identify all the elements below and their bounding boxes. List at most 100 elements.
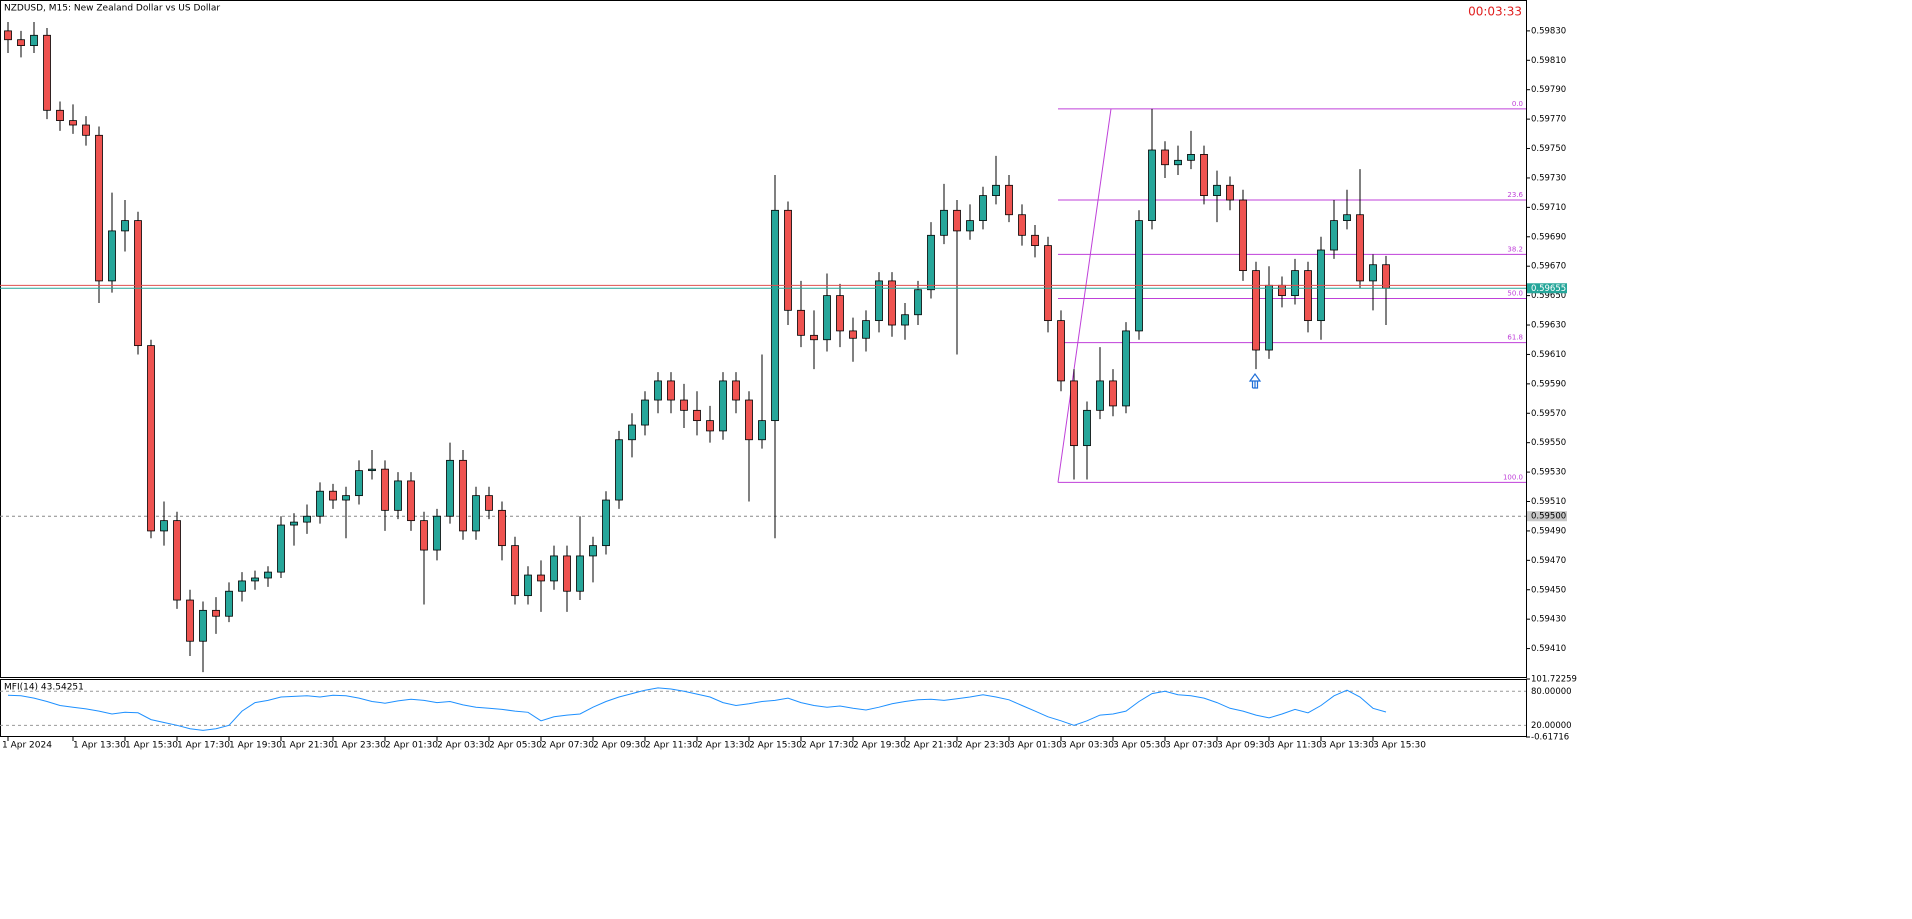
candle-body xyxy=(901,314,909,326)
y-tick-label: 0.59550 xyxy=(1531,438,1566,448)
candle-body xyxy=(1096,380,1104,411)
candle-body xyxy=(316,490,324,517)
x-tick-label: 1 Apr 17:30 xyxy=(177,741,230,751)
candle-body xyxy=(1005,184,1013,216)
candle-body xyxy=(992,184,1000,197)
candle-body xyxy=(1304,270,1312,322)
y-tick-label: 0.59750 xyxy=(1531,144,1566,154)
candle-body xyxy=(654,380,662,401)
candle-body xyxy=(693,409,701,422)
level-label: 0.59500 xyxy=(1531,512,1566,522)
candle-body xyxy=(1356,214,1364,282)
y-tick-label: 0.59530 xyxy=(1531,468,1566,478)
candle-body xyxy=(1226,184,1234,201)
x-tick-label: 2 Apr 03:30 xyxy=(437,741,490,751)
candle-body xyxy=(212,609,220,617)
chart-title: NZDUSD, M15: New Zealand Dollar vs US Do… xyxy=(4,4,220,14)
fib-label: 50.0 xyxy=(1507,290,1523,298)
candle-body xyxy=(615,439,623,501)
x-tick-label: 2 Apr 23:30 xyxy=(957,741,1010,751)
candle-body xyxy=(173,520,181,601)
y-tick-label: 0.59510 xyxy=(1531,497,1566,507)
x-tick-label: 3 Apr 07:30 xyxy=(1165,741,1218,751)
candle-body xyxy=(706,420,714,432)
candle-body xyxy=(238,580,246,592)
candle-body xyxy=(225,590,233,617)
candle-body xyxy=(446,459,454,517)
candle-body xyxy=(1018,214,1026,236)
candle-body xyxy=(290,521,298,526)
candle-body xyxy=(875,280,883,322)
candle-body xyxy=(1187,154,1195,161)
candle-body xyxy=(888,280,896,326)
candle-body xyxy=(147,345,155,532)
y-tick-label: 0.59450 xyxy=(1531,585,1566,595)
candle-body xyxy=(264,571,272,579)
candle-body xyxy=(511,545,519,597)
candle-body xyxy=(1174,159,1182,166)
x-tick-label: 2 Apr 21:30 xyxy=(905,741,958,751)
candle-body xyxy=(1148,149,1156,222)
x-tick-label: 1 Apr 13:30 xyxy=(73,741,126,751)
x-tick-label: 3 Apr 01:30 xyxy=(1009,741,1062,751)
candle-body xyxy=(121,220,129,232)
candle-body xyxy=(43,34,51,111)
bar-timer: 00:03:33 xyxy=(1468,5,1522,19)
candle-body xyxy=(303,515,311,523)
x-tick-label: 1 Apr 19:30 xyxy=(229,741,282,751)
candle-body xyxy=(602,499,610,547)
x-tick-label: 2 Apr 19:30 xyxy=(853,741,906,751)
y-tick-label: 0.59490 xyxy=(1531,526,1566,536)
candle-body xyxy=(1239,199,1247,272)
candle-body xyxy=(1265,284,1273,351)
y-tick-label: 0.59770 xyxy=(1531,115,1566,125)
y-tick-label: 0.59710 xyxy=(1531,203,1566,213)
candle-body xyxy=(1135,220,1143,332)
indicator-tick-label: 20.00000 xyxy=(1531,721,1572,731)
candle-body xyxy=(836,295,844,332)
y-tick-label: 0.59570 xyxy=(1531,409,1566,419)
candle-body xyxy=(95,134,103,282)
level-tag xyxy=(1527,511,1567,522)
candle-body xyxy=(862,320,870,339)
candle-body xyxy=(433,515,441,551)
y-tick-label: 0.59790 xyxy=(1531,85,1566,95)
candle-body xyxy=(667,380,675,401)
candle-body xyxy=(719,380,727,432)
candle-body xyxy=(563,555,571,592)
candle-body xyxy=(927,234,935,291)
candle-body xyxy=(732,380,740,401)
candle-body xyxy=(576,555,584,592)
candle-body xyxy=(1252,270,1260,351)
candle-body xyxy=(771,209,779,422)
x-tick-label: 3 Apr 15:30 xyxy=(1373,741,1426,751)
candle-body xyxy=(914,289,922,316)
x-tick-label: 2 Apr 15:30 xyxy=(749,741,802,751)
candle-body xyxy=(1213,184,1221,197)
indicator-panel xyxy=(0,679,1527,737)
candle-body xyxy=(485,495,493,511)
candle-body xyxy=(160,520,168,532)
candle-body xyxy=(745,399,753,441)
candle-body xyxy=(199,609,207,642)
bid-tag xyxy=(1527,283,1567,294)
candle-body xyxy=(1161,149,1169,166)
y-tick-label: 0.59690 xyxy=(1531,232,1566,242)
candle-body xyxy=(1291,270,1299,297)
candle-body xyxy=(810,334,818,341)
candle-body xyxy=(1044,245,1052,322)
y-tick-label: 0.59830 xyxy=(1531,26,1566,36)
candle-body xyxy=(407,480,415,522)
candle-body xyxy=(797,309,805,336)
x-tick-label: 2 Apr 13:30 xyxy=(697,741,750,751)
y-tick-label: 0.59650 xyxy=(1531,291,1566,301)
main-panel xyxy=(0,0,1527,678)
x-tick-label: 2 Apr 11:30 xyxy=(645,741,698,751)
candle-body xyxy=(368,468,376,472)
candle-body xyxy=(1109,380,1117,407)
x-tick-label: 3 Apr 13:30 xyxy=(1321,741,1374,751)
y-tick-label: 0.59610 xyxy=(1531,350,1566,360)
candle-body xyxy=(134,220,142,347)
candle-body xyxy=(329,490,337,501)
